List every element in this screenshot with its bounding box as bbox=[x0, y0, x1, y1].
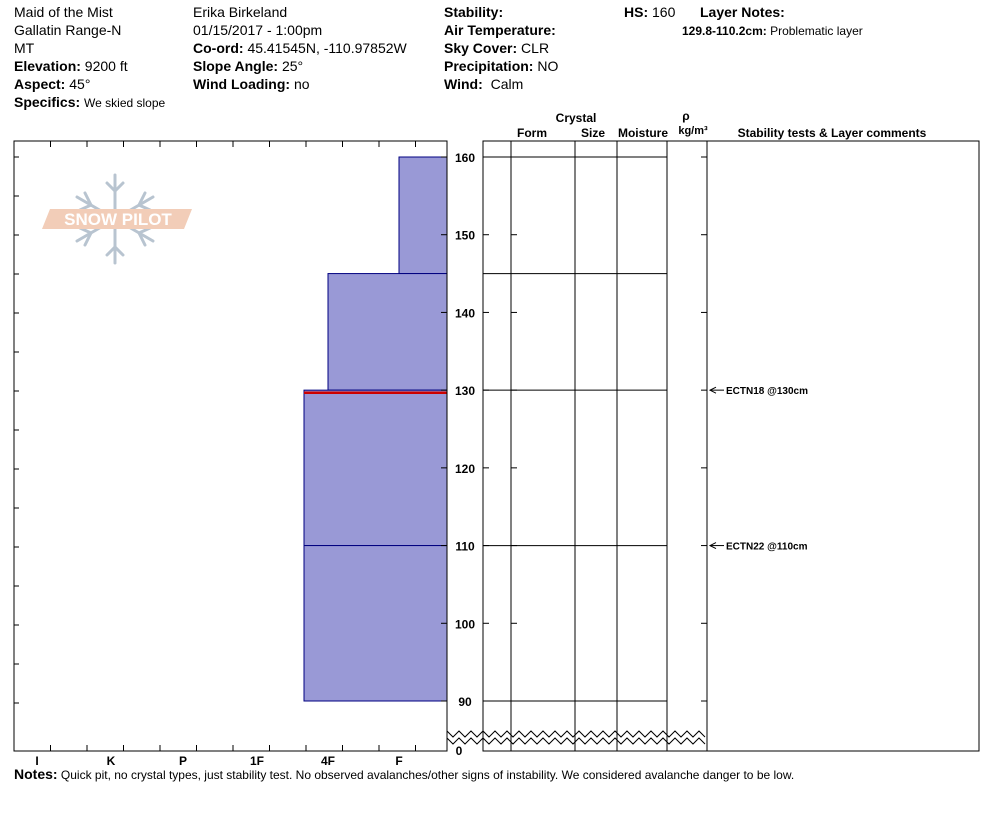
elevation-label: Elevation: bbox=[14, 58, 81, 74]
layer-notes-label: Layer Notes: bbox=[700, 4, 785, 20]
depth-label-140: 140 bbox=[455, 306, 475, 320]
notes-text: Quick pit, no crystal types, just stabil… bbox=[60, 768, 795, 782]
wind-loading-label: Wind Loading: bbox=[193, 76, 291, 92]
notes-label: Notes: bbox=[14, 766, 58, 782]
layer-note: 129.8-110.2cm: Problematic layer bbox=[682, 22, 863, 40]
wind-loading: Wind Loading: no bbox=[193, 75, 310, 93]
state-name: MT bbox=[14, 40, 35, 56]
layer-note-text: Problematic layer bbox=[770, 24, 863, 38]
depth-label-100: 100 bbox=[455, 617, 475, 631]
wind-loading-value: no bbox=[293, 76, 310, 92]
sky-cover: Sky Cover: CLR bbox=[444, 39, 549, 57]
observation-datetime: 01/15/2017 - 1:00pm bbox=[193, 22, 323, 38]
aspect: Aspect: 45° bbox=[14, 75, 90, 93]
hs-value: 160 bbox=[652, 4, 676, 20]
hardness-plot-frame bbox=[13, 140, 448, 752]
depth-label-90: 90 bbox=[458, 695, 472, 709]
depth-label-zero: 0 bbox=[456, 744, 463, 758]
stability-label: Stability: bbox=[444, 4, 504, 20]
elevation-value: 9200 ft bbox=[84, 58, 128, 74]
hardness-bar-1 bbox=[327, 273, 448, 391]
stability-test-label-1: ECTN22 @110cm bbox=[726, 542, 808, 553]
hardness-label-K: K bbox=[107, 754, 116, 768]
precip-value: NO bbox=[537, 58, 559, 74]
hardness-bar-3 bbox=[303, 545, 448, 702]
moisture-header: Moisture bbox=[618, 126, 668, 140]
notes: Notes: Quick pit, no crystal types, just… bbox=[14, 766, 794, 782]
logo-text: SNOW PILOT bbox=[64, 210, 172, 229]
hs-label: HS: bbox=[624, 4, 649, 20]
precip-label: Precipitation: bbox=[444, 58, 534, 74]
arrow-head-icon bbox=[708, 542, 717, 550]
stability: Stability: bbox=[444, 3, 503, 21]
hardness-label-1F: 1F bbox=[250, 754, 264, 768]
sky-value: CLR bbox=[521, 40, 550, 56]
air-temp-label: Air Temperature: bbox=[444, 22, 556, 38]
snow-height: HS: 160 bbox=[624, 3, 675, 21]
crystal-header: Crystal bbox=[556, 111, 597, 125]
slope-angle: Slope Angle: 25° bbox=[193, 57, 303, 75]
specifics-value: We skied slope bbox=[84, 96, 166, 110]
depth-label-150: 150 bbox=[455, 229, 475, 243]
axis-break-zigzag bbox=[446, 737, 706, 745]
site-name: Maid of the Mist bbox=[14, 4, 113, 20]
density-unit: kg/m³ bbox=[678, 125, 708, 137]
axis-break-zigzag bbox=[446, 730, 706, 738]
layer-note-range: 129.8-110.2cm: bbox=[682, 24, 767, 38]
layer-table-frame bbox=[482, 140, 980, 752]
hardness-bar-2 bbox=[303, 389, 448, 547]
size-header: Size bbox=[581, 126, 605, 140]
wind-label: Wind: bbox=[444, 76, 483, 92]
wind: Wind: Calm bbox=[444, 75, 523, 93]
snowpilot-logo: SNOW PILOT bbox=[42, 209, 192, 229]
arrow-head-icon bbox=[708, 386, 717, 394]
hardness-label-P: P bbox=[179, 754, 187, 768]
aspect-label: Aspect: bbox=[14, 76, 66, 92]
hardness-label-F: F bbox=[395, 754, 402, 768]
range-name: Gallatin Range-N bbox=[14, 22, 122, 38]
coord-value: 45.41545N, -110.97852W bbox=[247, 40, 407, 56]
hardness-label-I: I bbox=[35, 754, 38, 768]
specifics-label: Specifics: bbox=[14, 94, 81, 110]
aspect-value: 45° bbox=[69, 76, 91, 92]
observer-name: Erika Birkeland bbox=[193, 4, 288, 20]
hardness-bar-0 bbox=[398, 156, 448, 275]
coordinates: Co-ord: 45.41545N, -110.97852W bbox=[193, 39, 407, 57]
elevation: Elevation: 9200 ft bbox=[14, 57, 128, 75]
hardness-label-4F: 4F bbox=[321, 754, 335, 768]
depth-label-110: 110 bbox=[455, 540, 475, 554]
density-symbol: ρ bbox=[682, 109, 689, 123]
air-temperature: Air Temperature: bbox=[444, 21, 556, 39]
depth-label-130: 130 bbox=[455, 384, 475, 398]
slope-value: 25° bbox=[281, 58, 304, 74]
stability-test-label-0: ECTN18 @130cm bbox=[726, 386, 808, 397]
specifics: Specifics: We skied slope bbox=[14, 93, 165, 112]
form-header: Form bbox=[517, 126, 547, 140]
depth-label-120: 120 bbox=[455, 462, 475, 476]
wind-value: Calm bbox=[490, 76, 524, 92]
sky-label: Sky Cover: bbox=[444, 40, 518, 56]
comments-header: Stability tests & Layer comments bbox=[738, 126, 927, 140]
depth-label-160: 160 bbox=[455, 151, 475, 165]
precipitation: Precipitation: NO bbox=[444, 57, 558, 75]
slope-label: Slope Angle: bbox=[193, 58, 279, 74]
coord-label: Co-ord: bbox=[193, 40, 244, 56]
layer-notes-title: Layer Notes: bbox=[700, 3, 785, 21]
